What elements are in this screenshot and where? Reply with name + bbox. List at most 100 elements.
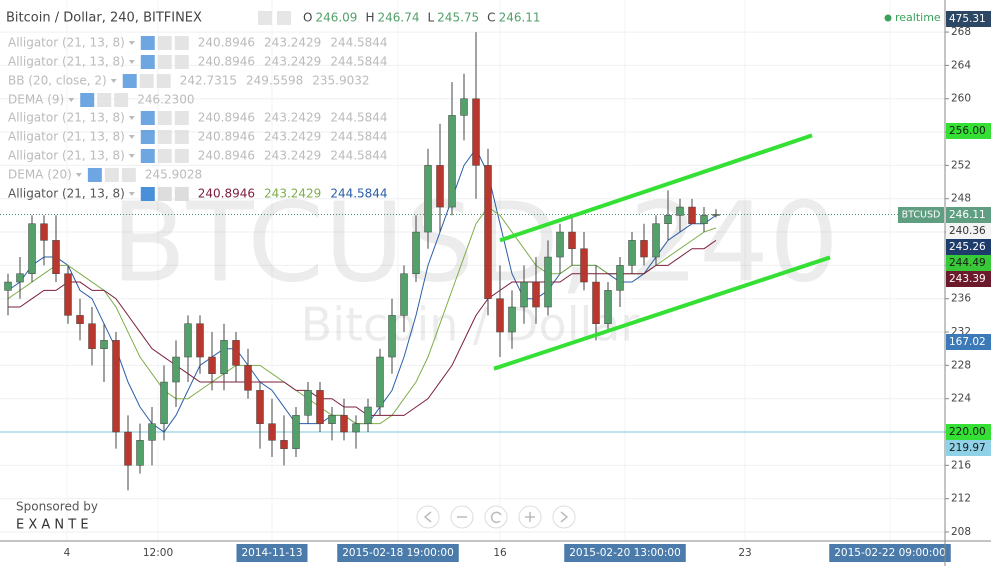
header-button[interactable] — [258, 11, 272, 25]
indicator-button[interactable] — [114, 93, 129, 107]
price-badge — [946, 334, 991, 350]
candle-body — [244, 365, 252, 391]
indicator-button[interactable] — [121, 168, 136, 182]
candle-body — [64, 273, 72, 316]
candle-body — [376, 356, 384, 408]
header-button[interactable] — [277, 11, 291, 25]
candle-body — [196, 323, 204, 358]
icon — [560, 511, 569, 523]
indicator-button[interactable] — [87, 168, 102, 182]
indicator-button[interactable] — [157, 130, 172, 144]
indicator-button[interactable] — [80, 93, 95, 107]
reset[interactable] — [484, 505, 508, 529]
indicator-menu[interactable] — [75, 173, 82, 177]
x-axis-label: 2015-02-22 09:00:00 — [834, 547, 946, 559]
indicator-menu[interactable] — [68, 98, 75, 102]
candle-body — [604, 290, 612, 324]
indicator-value: 240.8946 — [198, 130, 255, 144]
indicator-name[interactable]: DEMA (9) — [8, 93, 64, 107]
candle-body — [676, 206, 684, 216]
icon — [490, 511, 502, 524]
candle-body — [700, 215, 708, 224]
indicator-line — [7, 206, 717, 425]
indicator-button[interactable] — [157, 36, 172, 50]
candle-body — [100, 340, 108, 349]
indicator-button[interactable] — [174, 149, 189, 163]
indicator-menu[interactable] — [110, 79, 117, 83]
x-axis-label: 2015-02-20 13:00:00 — [569, 547, 681, 559]
x-axis-label: 16 — [493, 547, 507, 559]
indicator-menu[interactable] — [128, 135, 135, 139]
y-tick-label: 236 — [951, 293, 971, 305]
indicator-button[interactable] — [140, 149, 155, 163]
indicator-button[interactable] — [122, 74, 137, 88]
indicator-menu[interactable] — [128, 116, 135, 120]
sponsor-brand[interactable]: E X A N T E — [16, 518, 89, 533]
indicator-value: 244.5844 — [330, 130, 387, 144]
candle-body — [304, 390, 312, 416]
indicator-button[interactable] — [140, 187, 155, 201]
indicator-name[interactable]: Alligator (21, 13, 8) — [8, 187, 125, 201]
indicator-button[interactable] — [174, 187, 189, 201]
candle-body — [424, 165, 432, 233]
indicator-button[interactable] — [174, 36, 189, 50]
indicator-button[interactable] — [140, 36, 155, 50]
candle-body — [256, 390, 264, 424]
indicator-line — [8, 239, 717, 416]
candle-body — [664, 215, 672, 224]
indicator-button[interactable] — [157, 187, 172, 201]
x-axis-label-bg — [829, 544, 951, 562]
indicator-button[interactable] — [157, 55, 172, 69]
candle-body — [4, 281, 12, 291]
indicator-menu[interactable] — [128, 60, 135, 64]
indicator-button[interactable] — [156, 74, 171, 88]
y-tick-label: 264 — [951, 59, 971, 71]
scroll-right[interactable] — [552, 505, 576, 529]
candle-body — [484, 165, 492, 299]
scroll-left[interactable] — [416, 505, 440, 529]
indicator-button[interactable] — [104, 168, 119, 182]
indicator-name[interactable]: Alligator (21, 13, 8) — [8, 149, 125, 163]
price-badge — [946, 207, 991, 223]
indicator-button[interactable] — [157, 111, 172, 125]
indicator-name[interactable]: BB (20, close, 2) — [8, 74, 107, 88]
indicator-value: 243.2429 — [264, 36, 321, 50]
candle-body — [28, 223, 36, 274]
indicator-button[interactable] — [140, 55, 155, 69]
candle-body — [40, 223, 48, 241]
candle-body — [592, 281, 600, 324]
indicator-value: 244.5844 — [330, 55, 387, 69]
indicator-menu[interactable] — [128, 192, 135, 196]
indicator-name[interactable]: Alligator (21, 13, 8) — [8, 55, 125, 69]
indicator-button[interactable] — [174, 111, 189, 125]
symbol-tag-label: BTCUSD — [902, 210, 941, 221]
indicator-name[interactable]: Alligator (21, 13, 8) — [8, 111, 125, 125]
candle-body — [472, 98, 480, 166]
candle-body — [496, 298, 504, 333]
indicator-button[interactable] — [174, 130, 189, 144]
price-badge — [946, 271, 991, 287]
indicator-value: 243.2429 — [264, 111, 321, 125]
price-badge-label: 256.00 — [949, 125, 986, 137]
indicator-button[interactable] — [157, 149, 172, 163]
trend-line[interactable] — [493, 255, 831, 371]
indicator-menu[interactable] — [128, 154, 135, 158]
indicator-name[interactable]: DEMA (20) — [8, 168, 72, 182]
trend-line[interactable] — [499, 133, 813, 243]
candle-body — [88, 323, 96, 349]
indicator-button[interactable] — [97, 93, 112, 107]
nav-buttons[interactable] — [416, 505, 576, 529]
indicator-button[interactable] — [174, 55, 189, 69]
indicator-value: 244.5844 — [330, 187, 387, 201]
indicator-button[interactable] — [140, 130, 155, 144]
indicator-button[interactable] — [140, 111, 155, 125]
indicator-value: 243.2429 — [264, 55, 321, 69]
price-badge — [946, 123, 991, 139]
indicator-menu[interactable] — [128, 41, 135, 45]
x-axis-label: 12:00 — [143, 547, 173, 559]
indicator-name[interactable]: Alligator (21, 13, 8) — [8, 130, 125, 144]
indicator-name[interactable]: Alligator (21, 13, 8) — [8, 36, 125, 50]
x-axis-label: 23 — [738, 547, 751, 559]
indicator-button[interactable] — [139, 74, 154, 88]
